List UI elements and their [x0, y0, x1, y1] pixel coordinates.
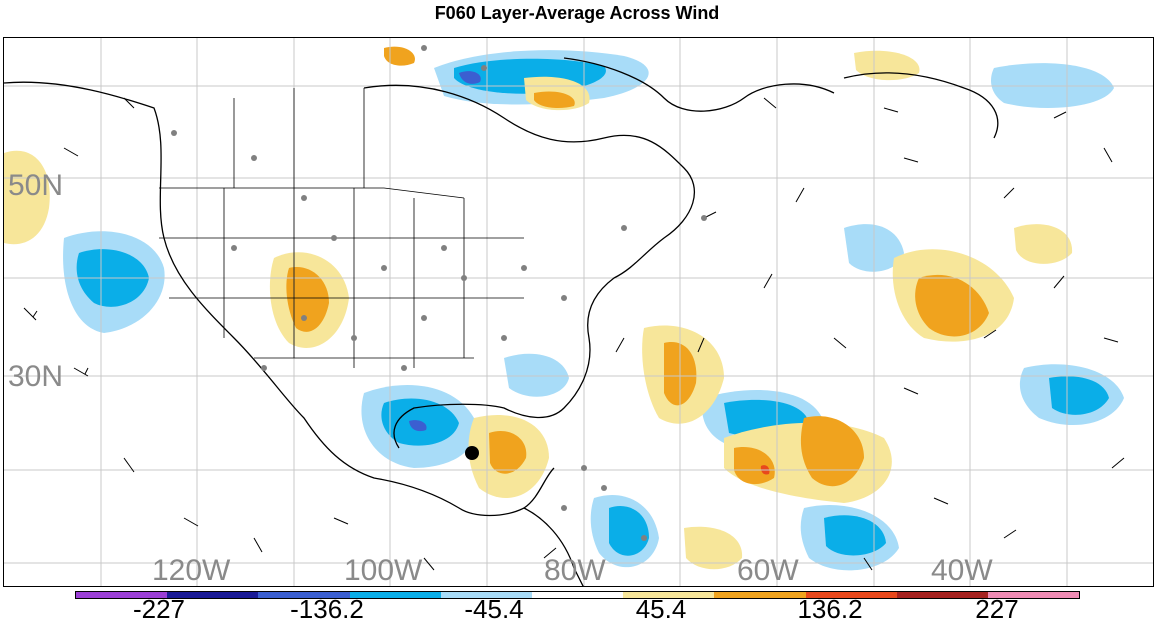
- lat-label-50n: 50N: [8, 169, 64, 202]
- colorbar-segment: [714, 592, 806, 598]
- colorbar-segment: [896, 592, 988, 598]
- colorbar-label-pos227: 227: [975, 594, 1019, 624]
- colorbar-segment: [805, 592, 897, 598]
- colorbar-segment: [987, 592, 1080, 598]
- colorbar-segment: [440, 592, 532, 598]
- colorbar: [75, 591, 1080, 599]
- political-borders: [159, 88, 524, 368]
- colorbar-segment: [349, 592, 441, 598]
- observation-stations: [171, 45, 707, 541]
- lon-label-60w: 60W: [737, 554, 799, 587]
- map-title: F060 Layer-Average Across Wind: [434, 3, 720, 23]
- coastlines: [4, 57, 999, 586]
- map-panel[interactable]: 50N 30N 120W 100W 80W 60W 40W: [3, 37, 1154, 587]
- colorbar-segment: [531, 592, 624, 598]
- location-marker[interactable]: [465, 446, 479, 460]
- negative-peak-contours: [409, 71, 481, 432]
- lon-label-100w: 100W: [344, 554, 423, 587]
- lat-label-30n: 30N: [8, 360, 64, 393]
- colorbar-segment: [76, 592, 168, 598]
- colorbar-label-neg136: -136.2: [290, 594, 364, 624]
- colorbar-segment: [623, 592, 715, 598]
- wind-barbs: [23, 97, 1125, 571]
- lon-label-80w: 80W: [544, 554, 606, 587]
- colorbar-label-neg227: -227: [132, 594, 186, 624]
- colorbar-label-neg45: -45.4: [464, 594, 524, 624]
- colorbar-segment: [258, 592, 350, 598]
- colorbar-label-pos45: 45.4: [635, 594, 687, 624]
- lon-label-120w: 120W: [152, 554, 231, 587]
- colorbar-segment: [167, 592, 259, 598]
- colorbar-label-pos136: 136.2: [797, 594, 863, 624]
- map-canvas: [4, 38, 1153, 586]
- lon-label-40w: 40W: [931, 554, 993, 587]
